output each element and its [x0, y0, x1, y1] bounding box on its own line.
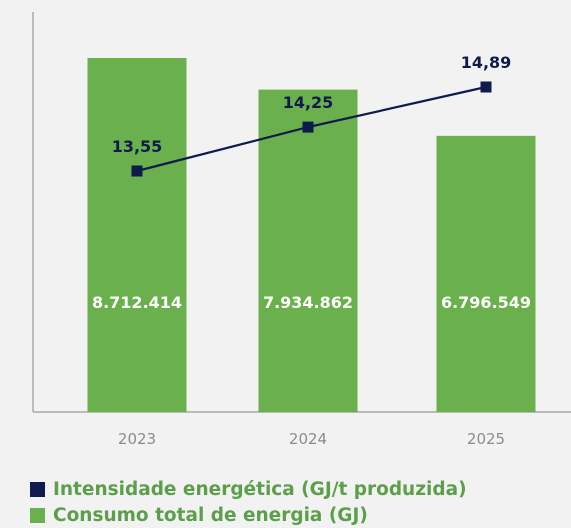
bar-label-2025: 6.796.549 — [441, 293, 531, 312]
bar-2023 — [87, 58, 187, 412]
legend-swatch-consumption — [30, 507, 45, 523]
x-tick-label-2025: 2025 — [467, 430, 505, 448]
legend-swatch-intensity — [30, 481, 45, 497]
x-tick-label-2023: 2023 — [118, 430, 156, 448]
legend-item-consumption: Consumo total de energia (GJ) — [30, 502, 467, 528]
line-point-2023 — [131, 165, 143, 177]
line-label-2025: 14,89 — [461, 53, 512, 72]
line-label-2023: 13,55 — [112, 137, 163, 156]
legend-label-consumption: Consumo total de energia (GJ) — [53, 504, 368, 526]
x-tick-label-2024: 2024 — [289, 430, 327, 448]
chart-legend: Intensidade energética (GJ/t produzida) … — [30, 476, 467, 528]
line-label-2024: 14,25 — [283, 93, 334, 112]
bar-2024 — [258, 89, 358, 413]
legend-item-intensity: Intensidade energética (GJ/t produzida) — [30, 476, 467, 502]
line-point-2024 — [302, 121, 314, 133]
legend-label-intensity: Intensidade energética (GJ/t produzida) — [53, 478, 467, 500]
chart-plot: 8.712.414 7.934.862 6.796.549 2023 2024 2025 1… — [32, 12, 571, 448]
line-point-2025 — [480, 81, 492, 93]
bar-2025 — [436, 135, 536, 413]
bar-label-2023: 8.712.414 — [92, 293, 182, 312]
bar-label-2024: 7.934.862 — [263, 293, 353, 312]
